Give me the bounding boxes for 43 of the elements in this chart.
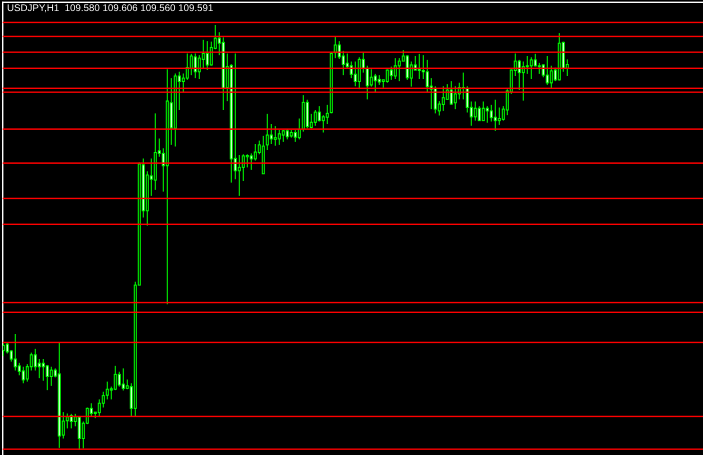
candlestick	[282, 129, 285, 142]
candlestick	[174, 72, 177, 148]
chart-title: USDJPY,H1 109.580 109.606 109.560 109.591	[8, 4, 213, 12]
candlestick	[354, 61, 357, 87]
candlestick	[302, 94, 305, 132]
candlestick	[58, 342, 61, 448]
candlestick	[206, 40, 209, 71]
candlestick	[374, 73, 377, 92]
candlestick	[486, 106, 489, 124]
candlestick	[530, 56, 533, 80]
candlestick	[262, 135, 265, 174]
candlestick	[306, 99, 309, 129]
candlestick	[462, 72, 465, 100]
candlestick	[482, 100, 485, 122]
candlestick	[274, 126, 277, 146]
candlestick	[418, 53, 421, 80]
candlestick	[298, 118, 301, 140]
candlestick	[2, 342, 5, 357]
candlestick	[190, 53, 193, 76]
candlestick	[358, 56, 361, 90]
candlestick	[50, 366, 53, 386]
candlestick	[78, 416, 81, 451]
candlestick	[366, 65, 369, 100]
candlestick	[558, 32, 561, 82]
candlestick	[278, 129, 281, 146]
candlestick	[478, 106, 481, 122]
candlestick	[442, 86, 445, 112]
candlestick	[330, 52, 333, 114]
candlestick	[290, 129, 293, 138]
candlestick	[286, 128, 289, 140]
candlestick	[14, 333, 17, 372]
candlestick	[334, 36, 337, 59]
candlestick	[386, 68, 389, 84]
candlestick	[22, 366, 25, 384]
candlestick	[166, 68, 169, 305]
candlestick	[314, 109, 317, 126]
candlestick	[474, 100, 477, 122]
candlestick	[450, 80, 453, 106]
candlestick	[194, 52, 197, 79]
candlestick	[546, 56, 549, 86]
candlestick	[494, 99, 497, 132]
candlestick	[122, 368, 125, 392]
candlestick	[266, 113, 269, 150]
